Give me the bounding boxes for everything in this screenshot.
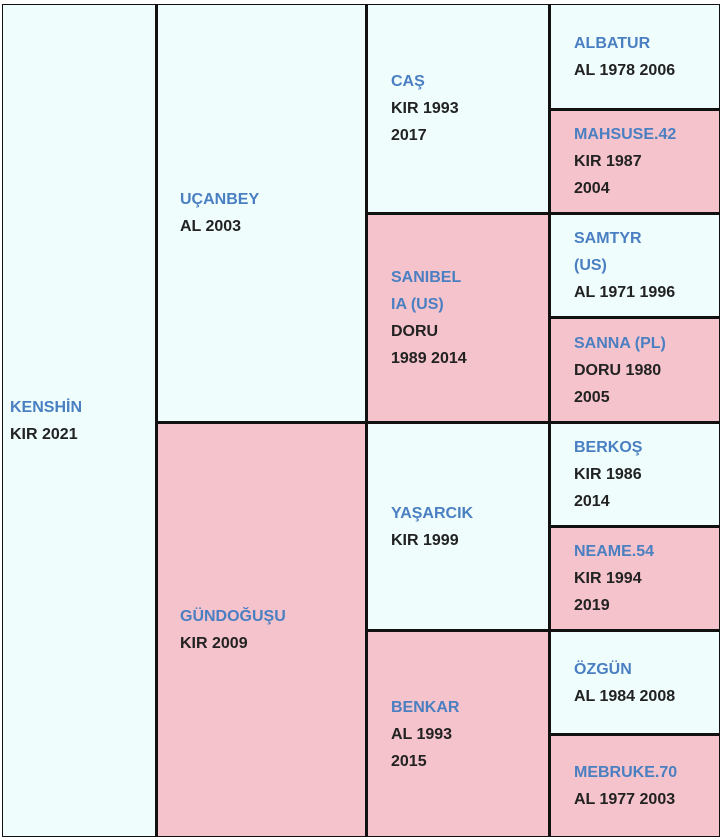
horse-details: AL 1984 2008	[574, 687, 676, 705]
pedigree-cell: BENKAR AL 1993 2015	[368, 632, 548, 836]
pedigree-cell: MAHSUSE.42 KIR 1987 2004	[551, 111, 719, 212]
horse-details: KIR 2009	[180, 635, 248, 652]
horse-name[interactable]: BENKAR	[391, 698, 460, 716]
horse-name[interactable]: GÜNDOĞUŞU	[180, 608, 286, 625]
horse-name[interactable]: MAHSUSE.42	[574, 126, 677, 143]
pedigree-cell: GÜNDOĞUŞU KIR 2009	[158, 424, 365, 836]
pedigree-cell: SAMTYR (US) AL 1971 1996	[551, 215, 719, 316]
horse-name[interactable]: ÖZGÜN	[574, 660, 632, 678]
horse-name[interactable]: KENSHİN	[10, 398, 83, 416]
horse-name[interactable]: ALBATUR	[574, 34, 651, 52]
horse-name[interactable]: BERKOŞ	[574, 439, 643, 456]
horse-name[interactable]: SAMTYR (US)	[574, 230, 642, 274]
pedigree-cell: CAŞ KIR 1993 2017	[368, 5, 548, 212]
pedigree-cell: ALBATUR AL 1978 2006	[551, 5, 719, 108]
pedigree-table: KENSHİN KIR 2021 UÇANBEY AL 2003 GÜNDOĞUŞU KI…	[2, 4, 720, 837]
pedigree-cell: UÇANBEY AL 2003	[158, 5, 365, 421]
horse-details: DORU 1980 2005	[574, 361, 662, 406]
horse-details: KIR 1993 2017	[391, 100, 459, 144]
pedigree-cell: MEBRUKE.70 AL 1977 2003	[551, 736, 719, 836]
horse-details: KIR 2021	[10, 425, 78, 443]
pedigree-cell: ÖZGÜN AL 1984 2008	[551, 632, 719, 733]
horse-name[interactable]: MEBRUKE.70	[574, 764, 678, 781]
pedigree-cell: BERKOŞ KIR 1986 2014	[551, 424, 719, 525]
horse-name[interactable]: CAŞ	[391, 73, 425, 90]
horse-details: AL 1977 2003	[574, 791, 676, 808]
horse-details: AL 2003	[180, 218, 242, 235]
pedigree-cell: SANNA (PL) DORU 1980 2005	[551, 319, 719, 421]
horse-name[interactable]: SANIBEL IA (US)	[391, 269, 461, 313]
horse-details: AL 1978 2006	[574, 61, 676, 79]
pedigree-cell: YAŞARCIK KIR 1999	[368, 424, 548, 629]
horse-details: DORU 1989 2014	[391, 323, 467, 367]
horse-name[interactable]: UÇANBEY	[180, 191, 260, 208]
horse-name[interactable]: YAŞARCIK	[391, 504, 474, 522]
horse-details: KIR 1999	[391, 531, 459, 549]
horse-name[interactable]: NEAME.54	[574, 543, 655, 560]
horse-details: KIR 1986 2014	[574, 466, 642, 510]
horse-details: KIR 1987 2004	[574, 153, 642, 197]
horse-name[interactable]: SANNA (PL)	[574, 334, 666, 352]
horse-details: AL 1993 2015	[391, 725, 453, 770]
pedigree-cell: NEAME.54 KIR 1994 2019	[551, 528, 719, 629]
horse-details: AL 1971 1996	[574, 284, 676, 301]
pedigree-cell: SANIBEL IA (US) DORU 1989 2014	[368, 215, 548, 421]
horse-details: KIR 1994 2019	[574, 570, 642, 614]
pedigree-cell: KENSHİN KIR 2021	[3, 5, 155, 836]
